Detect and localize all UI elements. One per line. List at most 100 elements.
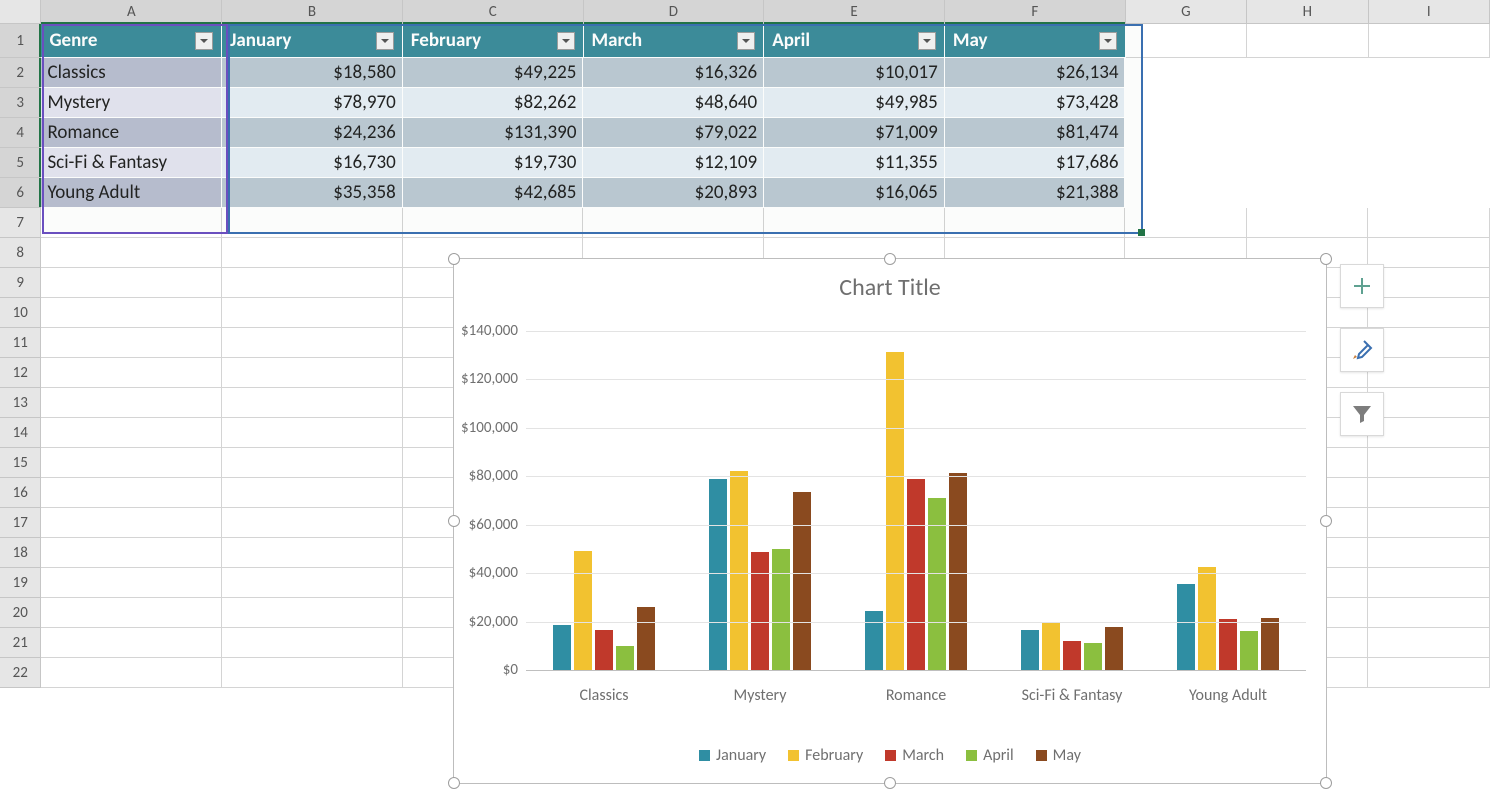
chart-filter-funnel-button[interactable]	[1340, 392, 1384, 436]
cell-I17[interactable]	[1368, 508, 1490, 538]
cell-B2[interactable]: $18,580	[222, 58, 403, 88]
cell-B15[interactable]	[222, 448, 403, 478]
cell-B3[interactable]: $78,970	[222, 88, 403, 118]
cell-G1[interactable]	[1126, 24, 1247, 58]
chart-element-plus-button[interactable]	[1340, 264, 1384, 308]
cell-B19[interactable]	[222, 568, 403, 598]
chart-title[interactable]: Chart Title	[454, 259, 1326, 308]
chart-bar[interactable]	[709, 479, 727, 670]
row-header-14[interactable]: 14	[0, 418, 41, 448]
chart-resize-handle-n[interactable]	[884, 253, 896, 265]
chart-bar[interactable]	[1042, 622, 1060, 670]
chart-bar[interactable]	[616, 646, 634, 670]
cell-G3[interactable]	[1125, 88, 1247, 118]
column-header-G[interactable]: G	[1126, 0, 1247, 23]
column-header-E[interactable]: E	[764, 0, 945, 23]
chart-style-brush-button[interactable]	[1340, 328, 1384, 372]
cell-A16[interactable]	[41, 478, 222, 508]
cell-A20[interactable]	[41, 598, 222, 628]
table-header-march[interactable]: March	[584, 24, 765, 58]
chart-bar[interactable]	[751, 552, 769, 670]
cell-F3[interactable]: $73,428	[945, 88, 1126, 118]
filter-dropdown-icon[interactable]	[1099, 32, 1117, 50]
chart-object[interactable]: Chart Title $0$20,000$40,000$60,000$80,0…	[453, 258, 1327, 784]
row-header-22[interactable]: 22	[0, 658, 41, 688]
chart-bar[interactable]	[1261, 618, 1279, 670]
cell-H7[interactable]	[1247, 208, 1369, 238]
cell-I12[interactable]	[1368, 358, 1490, 388]
filter-dropdown-icon[interactable]	[376, 32, 394, 50]
chart-resize-handle-sw[interactable]	[448, 777, 460, 789]
table-header-february[interactable]: February	[403, 24, 584, 58]
cell-A8[interactable]	[41, 238, 222, 268]
cell-F6[interactable]: $21,388	[945, 178, 1126, 208]
cell-G5[interactable]	[1125, 148, 1247, 178]
cell-C4[interactable]: $131,390	[403, 118, 584, 148]
cell-A19[interactable]	[41, 568, 222, 598]
chart-legend[interactable]: JanuaryFebruaryMarchAprilMay	[454, 746, 1326, 765]
cell-B22[interactable]	[222, 658, 403, 688]
chart-bar[interactable]	[595, 630, 613, 670]
chart-bar[interactable]	[1177, 584, 1195, 670]
row-header-3[interactable]: 3	[0, 88, 41, 118]
cell-I16[interactable]	[1368, 478, 1490, 508]
cell-A3[interactable]: Mystery	[41, 88, 222, 118]
cell-B14[interactable]	[222, 418, 403, 448]
chart-bar[interactable]	[865, 611, 883, 670]
cell-C5[interactable]: $19,730	[403, 148, 584, 178]
row-header-8[interactable]: 8	[0, 238, 41, 268]
row-header-6[interactable]: 6	[0, 178, 41, 208]
cell-B8[interactable]	[222, 238, 403, 268]
chart-plot-area[interactable]: $0$20,000$40,000$60,000$80,000$100,000$1…	[526, 331, 1306, 671]
cell-A13[interactable]	[41, 388, 222, 418]
cell-D5[interactable]: $12,109	[583, 148, 764, 178]
cell-H6[interactable]	[1247, 178, 1369, 208]
column-header-A[interactable]: A	[41, 0, 222, 23]
cell-B11[interactable]	[222, 328, 403, 358]
row-header-19[interactable]: 19	[0, 568, 41, 598]
chart-bar[interactable]	[1105, 627, 1123, 670]
cell-D7[interactable]	[583, 208, 764, 238]
row-header-16[interactable]: 16	[0, 478, 41, 508]
cell-C7[interactable]	[403, 208, 584, 238]
chart-bar[interactable]	[793, 492, 811, 670]
chart-legend-item[interactable]: March	[885, 746, 944, 765]
cell-H1[interactable]	[1247, 24, 1368, 58]
row-header-1[interactable]: 1	[0, 24, 41, 58]
row-header-4[interactable]: 4	[0, 118, 41, 148]
cell-D2[interactable]: $16,326	[583, 58, 764, 88]
row-header-13[interactable]: 13	[0, 388, 41, 418]
cell-E5[interactable]: $11,355	[764, 148, 945, 178]
cell-A11[interactable]	[41, 328, 222, 358]
chart-bar[interactable]	[907, 479, 925, 670]
cell-H5[interactable]	[1247, 148, 1369, 178]
cell-A12[interactable]	[41, 358, 222, 388]
cell-F4[interactable]: $81,474	[945, 118, 1126, 148]
cell-I2[interactable]	[1368, 58, 1490, 88]
row-header-18[interactable]: 18	[0, 538, 41, 568]
cell-I7[interactable]	[1368, 208, 1490, 238]
cell-C2[interactable]: $49,225	[403, 58, 584, 88]
cell-I14[interactable]	[1368, 418, 1490, 448]
cell-H2[interactable]	[1247, 58, 1369, 88]
cell-I9[interactable]	[1368, 268, 1490, 298]
row-header-10[interactable]: 10	[0, 298, 41, 328]
cell-B17[interactable]	[222, 508, 403, 538]
cell-B10[interactable]	[222, 298, 403, 328]
row-header-12[interactable]: 12	[0, 358, 41, 388]
cell-B5[interactable]: $16,730	[222, 148, 403, 178]
chart-bar[interactable]	[553, 625, 571, 670]
chart-resize-handle-s[interactable]	[884, 777, 896, 789]
cell-I19[interactable]	[1368, 568, 1490, 598]
column-header-D[interactable]: D	[584, 0, 765, 23]
column-header-B[interactable]: B	[222, 0, 403, 23]
cell-G4[interactable]	[1125, 118, 1247, 148]
cell-A4[interactable]: Romance	[41, 118, 222, 148]
cell-G7[interactable]	[1125, 208, 1247, 238]
chart-bar[interactable]	[1219, 619, 1237, 670]
cell-B4[interactable]: $24,236	[222, 118, 403, 148]
row-header-2[interactable]: 2	[0, 58, 41, 88]
cell-I22[interactable]	[1368, 658, 1490, 688]
cell-A22[interactable]	[41, 658, 222, 688]
cell-H4[interactable]	[1247, 118, 1369, 148]
